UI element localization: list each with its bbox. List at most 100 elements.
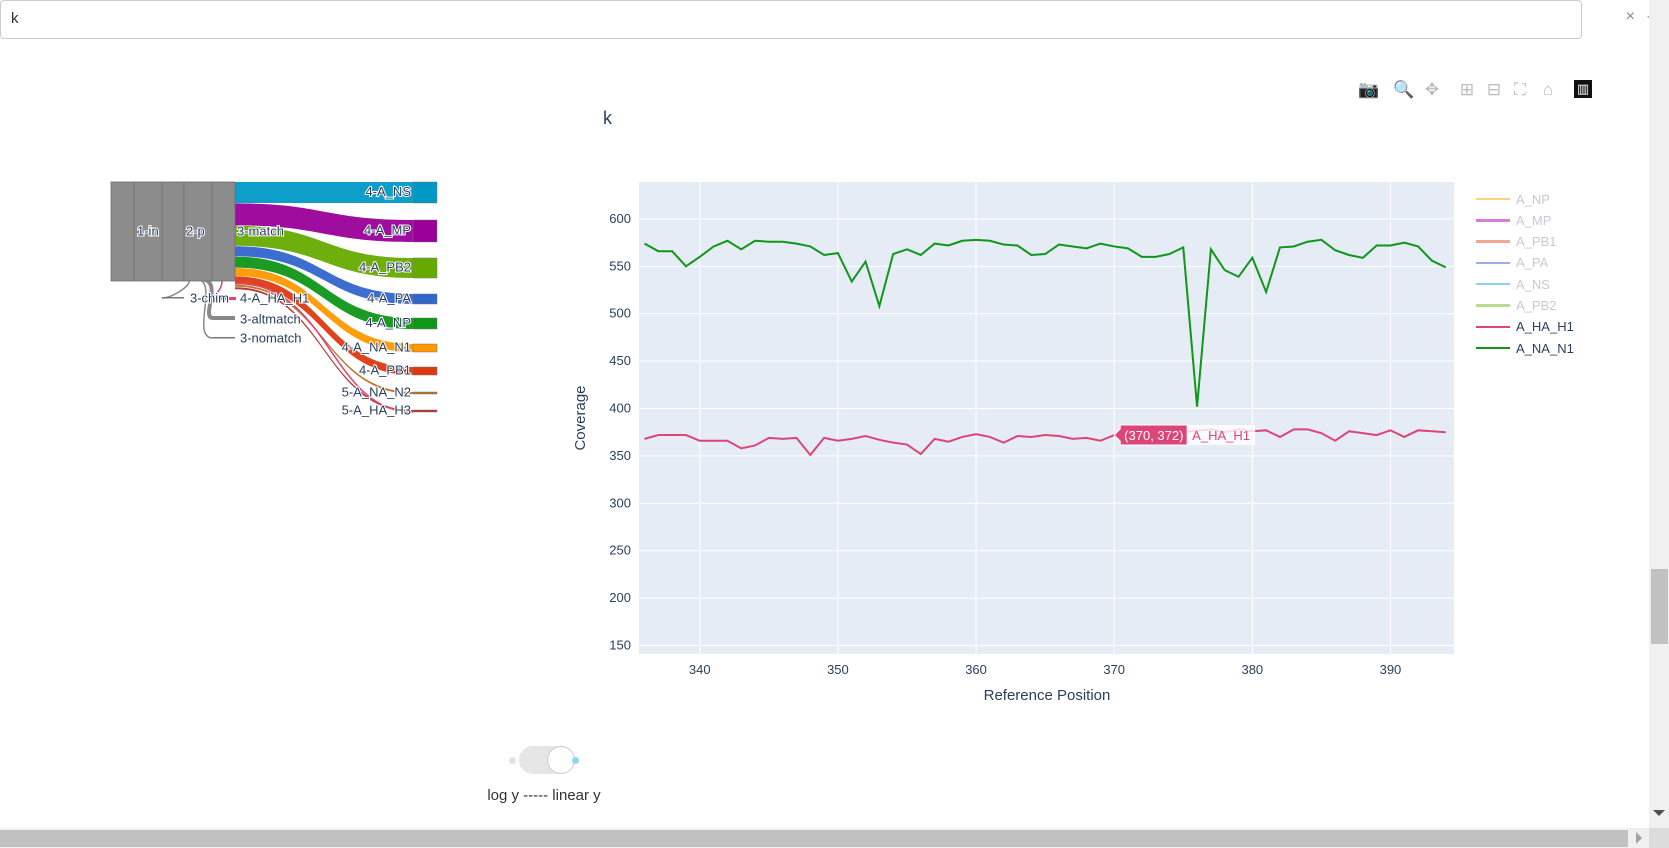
plotly-logo-icon[interactable]: ▥ [1574, 80, 1592, 98]
y-tick-label: 400 [609, 401, 631, 416]
sankey-node-mp[interactable] [412, 219, 438, 243]
sankey-link-ha3[interactable] [234, 282, 414, 413]
vertical-scrollbar-thumb[interactable] [1651, 569, 1668, 644]
sankey-link-mp[interactable] [235, 203, 413, 242]
legend-item-A_MP[interactable]: A_MP [1476, 210, 1551, 230]
minus-box-icon[interactable]: ⊟ [1486, 80, 1502, 99]
sankey-node-n3[interactable] [211, 181, 236, 282]
zoom-icon[interactable]: 🔍 [1393, 80, 1415, 99]
pan-icon[interactable]: ✥ [1424, 80, 1440, 99]
sankey-link-na2[interactable] [235, 284, 413, 394]
sankey-node-ha1[interactable] [213, 297, 236, 300]
sankey-node-na1[interactable] [412, 343, 438, 353]
x-tick-label: 350 [827, 662, 849, 677]
legend-item-A_PB2[interactable]: A_PB2 [1476, 296, 1556, 316]
sankey-node-na2[interactable] [412, 391, 438, 395]
scroll-down-arrow-icon[interactable] [1653, 810, 1665, 816]
log-linear-toggle[interactable] [519, 746, 575, 774]
legend-item-A_NA_N1[interactable]: A_NA_N1 [1476, 338, 1574, 358]
sankey-label-na1: 4-A_NA_N1 [342, 339, 411, 354]
sankey-label-ns: 4-A_NS [365, 184, 411, 199]
coverage-chart: Reference Position Coverage 150 200 250 300… [572, 182, 1454, 704]
sankey-node-n1b[interactable] [133, 181, 163, 282]
x-tick-label: 360 [965, 662, 987, 677]
sankey-label-np: 4-A_NP [365, 315, 411, 330]
scrollbar-corner [1649, 828, 1669, 848]
y-axis-title: Coverage [572, 385, 589, 450]
sankey-node-np[interactable] [412, 317, 438, 330]
autoscale-icon[interactable]: ⛶ [1514, 80, 1526, 99]
y-tick-label: 150 [609, 637, 631, 652]
sankey-node-ns[interactable] [412, 181, 438, 204]
toggle-label: log y ----- linear y [487, 787, 601, 804]
scroll-right-arrow-icon[interactable] [1636, 832, 1642, 844]
legend-label: A_MP [1516, 212, 1552, 228]
y-tick-label: 500 [609, 306, 631, 321]
sankey-link-np[interactable] [235, 256, 413, 329]
sankey-link-pb2[interactable] [235, 225, 413, 278]
legend-item-A_NS[interactable]: A_NS [1476, 274, 1550, 294]
legend-swatch [1476, 219, 1510, 222]
sankey-link-ns[interactable] [235, 182, 413, 203]
sankey-label-mp: 4-A_MP [364, 222, 411, 237]
sankey-label-ha1: 4-A_HA_H1 [240, 290, 309, 305]
sankey-link-pa[interactable] [235, 246, 413, 304]
sankey-link-ha3[interactable] [235, 287, 413, 412]
x-tick-label: 340 [689, 662, 711, 677]
sankey-diagram: 4-A_NS 4-A_MP 4-A_PB2 4-A_PA 4-A_NP 4-A_NA_N1… [110, 181, 438, 418]
toggle-left-dot [509, 757, 516, 764]
legend-label: A_NP [1516, 191, 1550, 207]
sankey-link-ha1[interactable] [213, 280, 223, 299]
horizontal-scrollbar-thumb[interactable] [0, 830, 1628, 847]
toggle-knob[interactable] [547, 746, 575, 774]
plus-box-icon[interactable]: ⊞ [1459, 80, 1475, 99]
legend-swatch [1476, 325, 1510, 329]
y-tick-label: 550 [609, 258, 631, 273]
y-tick-label: 200 [609, 590, 631, 605]
series-line-A_HA_H1[interactable] [644, 428, 1446, 457]
home-icon[interactable]: ⌂ [1542, 80, 1554, 99]
sankey-node-nom[interactable] [213, 337, 235, 339]
legend-item-A_HA_H1[interactable]: A_HA_H1 [1476, 317, 1574, 337]
legend-item-A_PA[interactable]: A_PA [1476, 253, 1548, 273]
sankey-node-alt[interactable] [213, 316, 235, 320]
y-tick-label: 250 [609, 543, 631, 558]
sankey-node-pb2[interactable] [412, 257, 438, 279]
search-value: k [11, 10, 19, 27]
legend-label: A_NA_N1 [1516, 340, 1574, 356]
sankey-label-chim: 3-chim [190, 290, 229, 305]
y-tick-label: 450 [609, 353, 631, 368]
legend-swatch [1476, 197, 1510, 201]
sankey-link-pb1[interactable] [235, 276, 413, 375]
sankey-node-pa[interactable] [412, 293, 438, 305]
sankey-label-n3: 3-match [237, 223, 284, 238]
camera-icon[interactable]: 📷 [1358, 80, 1380, 99]
x-axis-title: Reference Position [984, 687, 1111, 704]
legend-item-A_PB1[interactable]: A_PB1 [1476, 232, 1556, 252]
sankey-link-na1[interactable] [235, 268, 413, 352]
hover-value: (370, 372) [1124, 428, 1183, 443]
x-tick-label: 380 [1241, 662, 1263, 677]
sankey-label-alt: 3-altmatch [240, 311, 301, 326]
sankey-node-ha3[interactable] [412, 409, 438, 413]
legend-swatch [1476, 346, 1510, 350]
y-tick-label: 350 [609, 448, 631, 463]
legend-label: A_HA_H1 [1516, 319, 1574, 335]
hover-series-name: A_HA_H1 [1192, 428, 1250, 443]
sankey-node-chim[interactable] [162, 297, 184, 299]
plot-area[interactable] [639, 182, 1454, 654]
sankey-label-n2b: 2-p [186, 223, 205, 238]
x-tick-label: 390 [1380, 662, 1402, 677]
sankey-label-pb2: 4-A_PB2 [359, 259, 411, 274]
legend-item-A_NP[interactable]: A_NP [1476, 189, 1550, 209]
legend-label: A_NS [1516, 276, 1550, 292]
hover-tooltip: (370, 372) A_HA_H1 [1113, 424, 1256, 446]
sankey-node-n2b[interactable] [183, 181, 213, 282]
series-line-A_NA_N1[interactable] [644, 238, 1447, 407]
toggle-right-dot [572, 757, 579, 764]
close-icon[interactable]: × [1625, 8, 1635, 25]
legend-swatch [1476, 240, 1510, 243]
vertical-scrollbar[interactable] [1649, 0, 1669, 828]
sankey-node-pb1[interactable] [412, 366, 438, 376]
legend-label: A_PA [1516, 255, 1549, 271]
